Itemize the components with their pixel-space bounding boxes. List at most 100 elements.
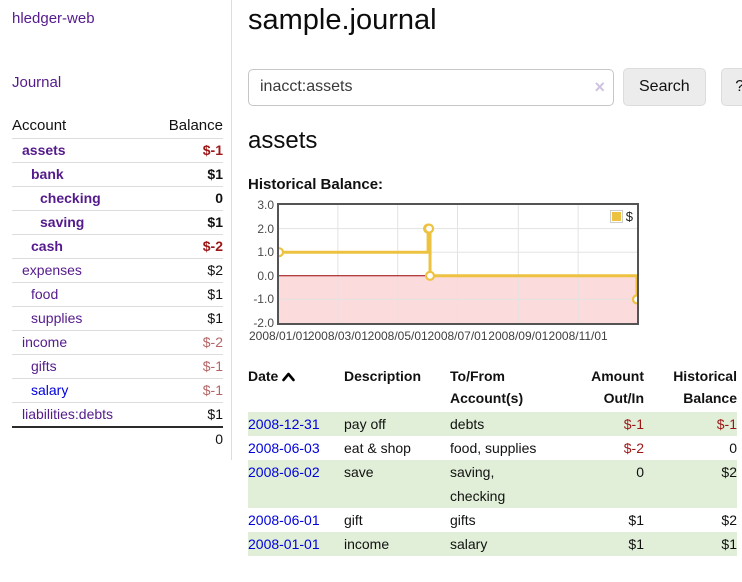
account-balance: $1 [207,214,223,230]
date-header-label: Date [248,368,279,384]
amount-cell: 0 [636,464,644,480]
search-form: × Search ? [248,68,742,106]
description-cell: income [344,536,390,552]
account-heading: assets [248,127,318,154]
register-row: 2008-06-01 gift gifts $1 $2 [248,508,737,532]
account-link[interactable]: bank [31,166,64,182]
search-button[interactable]: Search [623,68,706,106]
balance-cell: $2 [721,512,737,528]
sidebar-account-row: gifts $-1 [12,354,223,378]
register-table: Date Description To/From Account(s) Amou… [248,365,737,556]
sidebar-account-row: bank $1 [12,162,223,186]
account-link[interactable]: income [22,334,68,350]
account-balance: $1 [207,406,223,422]
x-axis-tick-label: 2008/09/01 [488,329,549,343]
search-input[interactable] [248,68,614,106]
sidebar-account-row: assets $-1 [12,138,223,162]
balance-chart-canvas [273,205,643,323]
transaction-date-link[interactable]: 2008-06-02 [248,464,320,480]
x-axis-tick-label: 2008/05/01 [367,329,428,343]
balance-column-header: Balance [168,116,223,134]
date-cell: 2008-12-31 [248,412,344,436]
account-rows: assets $-1 bank $1 checking 0 saving $1 cash $-2 e… [12,138,223,426]
help-button[interactable]: ? [720,68,742,106]
transaction-date-link[interactable]: 2008-06-03 [248,440,320,456]
register-row: 2008-06-03 eat & shop food, supplies $-2 0 [248,436,737,460]
x-axis-tick-label: 2008/03/01 [307,329,368,343]
page-title: sample.journal [248,4,437,36]
tofrom-column-header: To/From Account(s) [450,368,524,406]
description-cell: pay off [344,416,386,432]
main-content: sample.journal × Search ? assets Histori… [232,0,742,556]
sidebar-account-row: salary $-1 [12,378,223,402]
account-link[interactable]: saving [40,214,85,230]
account-table-header: Account Balance [12,112,223,138]
description-cell: save [344,464,374,480]
sidebar-account-row: cash $-2 [12,234,223,258]
account-balance: $2 [207,262,223,278]
chart-legend: $ [608,208,634,225]
account-link[interactable]: assets [22,142,66,158]
x-axis-tick-label: 2008/01/01 [248,329,310,343]
account-link[interactable]: liabilities:debts [22,406,114,422]
total-balance: 0 [215,430,223,447]
account-total-row: 0 [12,426,223,450]
balance-cell: $-1 [716,416,737,432]
description-column-header: Description [344,368,422,384]
balance-cell: $2 [721,464,737,480]
tofrom-cell: gifts [450,512,476,528]
account-balance: 0 [215,190,223,206]
y-axis-tick-label: -2.0 [253,316,274,330]
legend-swatch [609,210,623,223]
sidebar-account-row: supplies $1 [12,306,223,330]
register-header-row: Date Description To/From Account(s) Amou… [248,365,737,412]
account-link[interactable]: cash [31,238,63,254]
register-row: 2008-01-01 income salary $1 $1 [248,532,737,556]
amount-column-header: Amount Out/In [591,368,644,406]
balance-cell: $1 [721,536,737,552]
account-balance: $-1 [202,382,223,398]
tofrom-cell: debts [450,416,485,432]
tofrom-cell: salary [450,536,488,552]
y-axis-tick-label: 3.0 [257,198,274,212]
description-cell: eat & shop [344,440,411,456]
chart-title: Historical Balance: [248,176,384,193]
legend-label: $ [625,209,633,224]
account-link[interactable]: checking [40,190,101,206]
register-row: 2008-06-02 save saving, checking 0 $2 [248,460,737,508]
transaction-date-link[interactable]: 2008-12-31 [248,416,320,432]
amount-cell: $-2 [623,440,644,456]
amount-cell: $-1 [623,416,644,432]
sidebar-account-row: liabilities:debts $1 [12,402,223,426]
y-axis-tick-label: 1.0 [257,245,274,260]
description-cell: gift [344,512,363,528]
search-input-wrapper: × [248,68,614,106]
date-cell: 2008-06-03 [248,436,344,460]
account-link[interactable]: expenses [22,262,82,278]
account-balance: $-1 [202,142,223,158]
amount-cell: $1 [628,536,644,552]
date-column-header[interactable]: Date [248,365,344,412]
account-link[interactable]: food [31,286,59,302]
account-link[interactable]: supplies [31,310,83,326]
transaction-date-link[interactable]: 2008-06-01 [248,512,320,528]
sidebar-item-journal[interactable]: Journal [12,74,62,91]
account-link[interactable]: salary [31,382,69,398]
tofrom-cell: saving, checking [450,464,506,504]
register-row: 2008-12-31 pay off debts $-1 $-1 [248,412,737,436]
clear-search-icon[interactable]: × [594,76,605,97]
sidebar: hledger-web Journal Account Balance asse… [0,0,232,556]
y-axis-tick-label: -1.0 [253,292,274,307]
y-axis-tick-label: 2.0 [257,221,274,236]
app-layout: hledger-web Journal Account Balance asse… [0,0,742,556]
sidebar-account-row: saving $1 [12,210,223,234]
account-balance: $1 [207,286,223,302]
transaction-date-link[interactable]: 2008-01-01 [248,536,320,552]
y-axis-tick-label: 0.0 [257,268,274,283]
balance-cell: 0 [729,440,737,456]
account-column-header: Account [12,116,67,134]
brand-link[interactable]: hledger-web [12,10,95,27]
account-link[interactable]: gifts [31,358,57,374]
date-cell: 2008-06-02 [248,460,344,508]
x-axis-tick-label: 2008/11/01 [548,329,608,343]
